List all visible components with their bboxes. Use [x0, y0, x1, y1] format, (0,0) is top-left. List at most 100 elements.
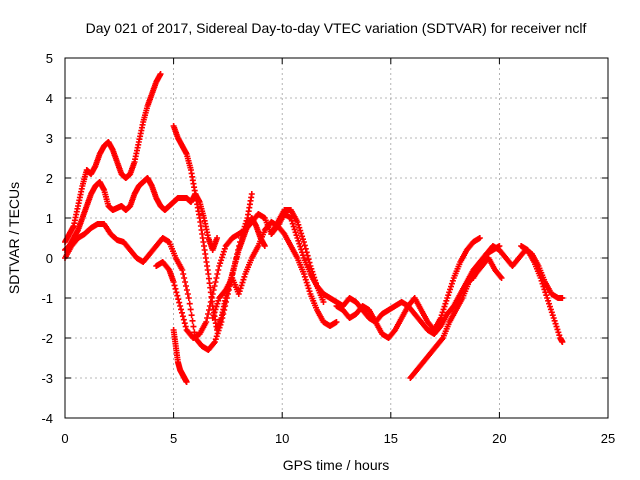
- y-tick-label: -1: [41, 291, 53, 306]
- data-point: [216, 263, 223, 269]
- data-point-trail: [554, 326, 561, 333]
- x-tick-label: 10: [275, 431, 289, 446]
- data-point-trail: [447, 283, 454, 290]
- data-point-trail: [181, 275, 188, 281]
- data-point-trail: [239, 279, 246, 286]
- data-point-trail: [188, 312, 195, 319]
- data-point: [333, 319, 340, 325]
- data-point: [185, 295, 192, 301]
- data-point-trail: [448, 280, 455, 287]
- data-point-trail: [241, 273, 248, 280]
- chart-title: Day 021 of 2017, Sidereal Day-to-day VTE…: [86, 20, 587, 36]
- data-point-trail: [553, 323, 560, 330]
- data-point: [300, 271, 307, 277]
- data-point-trail: [236, 288, 243, 295]
- data-point-trail: [301, 242, 308, 249]
- data-point-trail: [218, 257, 225, 264]
- data-point-trail: [298, 246, 305, 253]
- data-point-trail: [219, 251, 226, 258]
- data-point: [294, 235, 301, 241]
- data-point-trail: [214, 271, 221, 277]
- y-tick-label: 3: [46, 131, 53, 146]
- data-point-trail: [441, 303, 448, 310]
- series-5: [170, 123, 268, 333]
- data-point-trail: [215, 267, 222, 273]
- plot-frame: [64, 57, 609, 419]
- data-point-trail: [447, 286, 454, 293]
- data-point: [537, 275, 544, 281]
- data-point-trail: [173, 289, 180, 296]
- series-11: [470, 243, 566, 301]
- data-series: [62, 71, 566, 385]
- data-point-trail: [175, 296, 182, 303]
- data-point: [183, 379, 190, 385]
- data-point-trail: [183, 283, 190, 289]
- data-point-trail: [296, 224, 303, 231]
- data-point-trail: [551, 317, 558, 324]
- data-point-trail: [190, 323, 197, 330]
- data-point-trail: [288, 217, 295, 224]
- data-point: [294, 219, 301, 225]
- data-point-trail: [179, 313, 186, 320]
- data-point-trail: [446, 289, 453, 296]
- x-tick-label: 15: [384, 431, 398, 446]
- data-point-trail: [438, 312, 445, 319]
- series-12: [518, 243, 566, 345]
- data-point-trail: [220, 248, 227, 255]
- data-point: [214, 235, 221, 241]
- data-point-trail: [212, 336, 219, 343]
- data-point-trail: [219, 254, 226, 261]
- data-point: [203, 319, 210, 325]
- data-point: [437, 315, 444, 321]
- series-3: [62, 191, 255, 353]
- data-point-trail: [299, 233, 306, 240]
- data-point-trail: [290, 223, 297, 230]
- data-point-trail: [555, 329, 562, 336]
- data-point-trail: [306, 288, 313, 295]
- data-point-trail: [497, 273, 504, 280]
- data-point-trail: [443, 297, 450, 304]
- data-point-trail: [302, 276, 309, 283]
- data-point-trail: [214, 300, 221, 307]
- data-point-trail: [215, 297, 222, 304]
- data-point-trail: [178, 309, 185, 316]
- data-point-trail: [180, 271, 187, 277]
- data-point-trail: [187, 306, 194, 313]
- y-tick-labels: -4 -3 -2 -1 0 1 2 3 4 5: [41, 51, 53, 426]
- series-6: [170, 327, 190, 385]
- grid-lines: [65, 58, 608, 418]
- data-point-trail: [305, 285, 312, 292]
- data-point-trail: [174, 292, 181, 299]
- data-point-trail: [546, 303, 553, 310]
- data-point: [476, 235, 483, 241]
- data-point-trail: [305, 256, 312, 263]
- data-point-trail: [548, 309, 555, 316]
- data-point: [248, 191, 255, 197]
- series-1: [62, 71, 164, 245]
- data-point-trail: [439, 309, 446, 316]
- data-point-trail: [181, 320, 188, 327]
- data-point-trail: [211, 309, 218, 316]
- data-point-trail: [211, 283, 218, 289]
- data-point: [287, 215, 294, 221]
- y-tick-label: 2: [46, 171, 53, 186]
- data-point-trail: [295, 221, 302, 228]
- x-tick-label: 25: [601, 431, 615, 446]
- data-point-trail: [204, 315, 211, 321]
- data-point-trail: [176, 299, 183, 306]
- data-point-trail: [183, 287, 190, 293]
- data-point-trail: [217, 260, 224, 267]
- data-point-trail: [291, 226, 298, 233]
- data-point-trail: [449, 277, 456, 284]
- data-point-trail: [296, 240, 303, 247]
- series-2: [62, 175, 221, 253]
- data-point-trail: [539, 280, 546, 287]
- data-point: [559, 295, 566, 301]
- data-point: [235, 291, 242, 297]
- data-point-trail: [549, 312, 556, 319]
- data-point-trail: [299, 236, 306, 243]
- series-10: [407, 255, 505, 381]
- data-point-trail: [186, 300, 193, 307]
- data-point-trail: [213, 333, 220, 340]
